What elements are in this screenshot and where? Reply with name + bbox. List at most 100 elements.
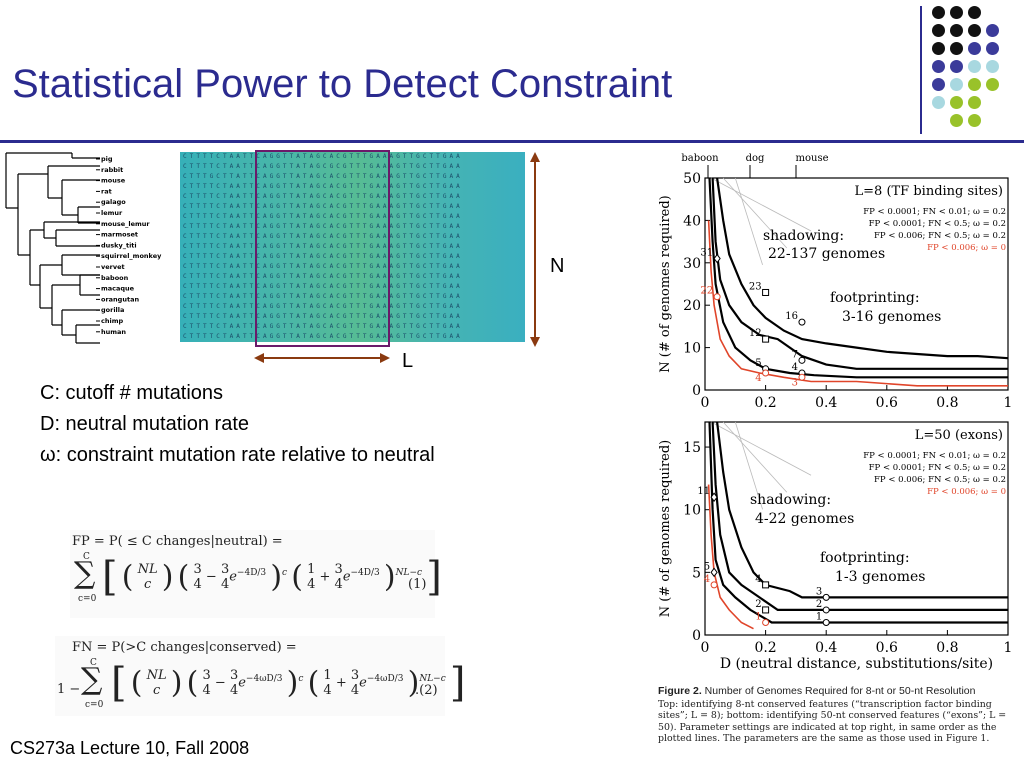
marker-label: 3 [816,586,822,597]
marker-circle [822,593,830,601]
curve-red [707,220,1008,387]
dot-purple [932,78,945,91]
species-label: baboon [101,274,129,282]
fn-one-minus: 1 − [57,682,81,697]
panel-param: FP < 0.0001; FN < 0.01; ω = 0.2 [863,451,1006,461]
marker-label: 22 [700,286,713,297]
marker-label: 4 [755,373,761,384]
figure-2: baboon dog mouse 0 0.2 0.4 0.6 0.8 1 0 10 20 30 40 50 N… [650,150,1024,768]
alignment-row: CTTTTCTAATTCAGGTTATAGCACGTTTGAAAGTTGCTTG… [183,273,463,280]
alignment-row: CTTTTCTAATTCAGGTTATAGCACGTTTGAAAGTTGCTTG… [183,153,463,160]
shadowing-range: 22-137 genomes [768,246,885,262]
marker-square [762,606,770,614]
top-species-label: dog [746,153,765,164]
marker-diamond [710,567,718,578]
curve-red [707,484,754,630]
dot-green [950,96,963,109]
dot-green [968,114,981,127]
marker-diamond [713,253,721,264]
curve-black [711,421,1008,611]
marker-square [762,288,770,296]
alignment-row: CTTTTCTAATTCAGGTTATAGCACGTTTGAAAGTTGCTTG… [183,193,463,200]
dot-green [968,96,981,109]
top-species-label: mouse [796,153,829,164]
species-labels: pig rabbit mouse rat galago lemur mouse_lemurm… [96,155,162,336]
phylogenetic-tree: pig rabbit mouse rat galago lemur mouse_lemurm… [5,152,162,344]
y-tick-label: 50 [683,171,701,187]
marker-circle [798,356,806,364]
tree-branches [5,152,100,344]
panel-param: FP < 0.006; ω = 0 [927,243,1006,253]
L-arrow-right-head [380,353,390,363]
species-label: rat [101,187,112,195]
dot-purple [932,60,945,73]
species-label: macaque [101,285,135,293]
species-label: mouse_lemur [101,220,150,228]
alignment-row: CTTTGCTTATTCAGGTTATAGCACGTTTGAAAGTTGCTTG… [183,173,463,180]
sequence-alignment: CTTTTCTAATTCAGGTTATAGCACGTTTGAAAGTTGCTTG… [180,152,525,342]
panel-param: FP < 0.006; FN < 0.5; ω = 0.2 [874,475,1006,485]
panel-param: FP < 0.0001; FN < 0.5; ω = 0.2 [869,463,1006,473]
marker-circle [798,318,806,326]
y-tick-label: 10 [683,341,701,357]
figure-caption: Figure 2. Number of Genomes Required for… [658,685,1024,744]
panel-param: FP < 0.0001; FN < 0.01; ω = 0.2 [863,207,1006,217]
slide-footer: CS273a Lecture 10, Fall 2008 [10,738,250,758]
alignment-row: CTTTTCTAATTCAGGTTATAGCACGTTTGAAAGTTGCTTG… [183,313,463,320]
eq2-number: .(2) [415,683,438,698]
fp-equation: FP = P( ≤ C changes|neutral) = C ∑ c=0 [ (… [70,530,442,618]
dot-black [932,42,945,55]
N-arrow-top-head [530,152,540,162]
marker-circle [822,606,830,614]
alignment-row: CTTTTCTAATTCAGGTTATAGCACGTTTGAAAGTTGCTTG… [183,253,463,260]
x-tick-label: 0.8 [936,395,958,411]
x-tick-label: 0.6 [876,640,898,656]
plot-frame [704,421,1009,636]
species-label: orangutan [101,295,139,303]
species-label: dusky_titi [101,241,137,249]
y-tick-label: 0 [692,383,701,399]
y-tick-label: 0 [692,628,701,644]
panel-title: L=8 (TF binding sites) [855,184,1003,199]
marker-circle [762,618,770,626]
param-C: C: cutoff # mutations [40,382,224,404]
x-tick-label: 0.6 [876,395,898,411]
y-tick-label: 20 [683,298,701,314]
dot-lightblue [950,78,963,91]
marker-label: 16 [785,311,798,322]
figure-caption-title: Number of Genomes Required for 8-nt or 5… [701,685,976,697]
species-label: mouse [101,177,126,185]
marker-label: 1 [755,611,761,622]
species-label: squirrel_monkey [101,252,162,260]
alignment-row: CTTTTCTAATTCAGGTTATAGCACGTTTGAAAGTTGCTTG… [183,223,463,230]
title-vertical-divider [920,6,922,134]
x-tick-label: 0.2 [754,395,776,411]
figure-caption-heading: Figure 2. Number of Genomes Required for… [658,685,1024,697]
alignment-row: CTTTTCTAATTCAGGTTATAGCACGTTTGAAAGTTGCTTG… [183,263,463,270]
marker-label: 5 [755,358,761,369]
L-label: L [402,350,414,372]
curve-black [716,421,1008,599]
alignment-row: CTTTTCTAATTCAGGTTATAGCACGTTTGAAAGTTGCTTG… [183,333,463,340]
marker-circle [762,369,770,377]
dot-black [932,24,945,37]
guide-line [734,421,763,510]
panel-param: FP < 0.006; ω = 0 [927,487,1006,497]
marker-square [762,581,770,589]
alignment-row: CTTTTCTAATTCAGGTTATAGCACGTTTGAAAGTTGCTTG… [183,183,463,190]
species-label: lemur [101,209,123,217]
marker-label: 3 [792,377,798,388]
alignment-row: CTTTTCTAATTCAGGTTATAGCGCGTTTGAAAGTTGCTTG… [183,163,463,170]
y-tick-label: 10 [683,503,701,519]
x-tick-label: 0 [701,640,710,656]
species-label: galago [101,198,126,206]
footprinting-range: 1-3 genomes [835,569,925,585]
figure-caption-body: Top: identifying 8-nt conserved features… [658,699,1007,744]
L-arrow-left-head [254,353,264,363]
guide-line [722,177,788,249]
fp-equation-head: FP = P( ≤ C changes|neutral) = [72,534,283,549]
